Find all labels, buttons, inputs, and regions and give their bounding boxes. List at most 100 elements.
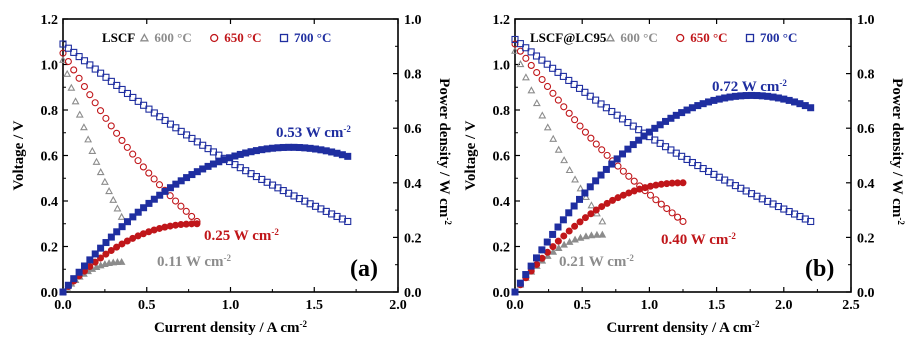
x-axis-label-superscript: -2	[300, 319, 308, 329]
x-tick-label: 0.0	[506, 298, 524, 313]
series-650C	[59, 49, 201, 296]
x-tick-label: 0.0	[54, 298, 72, 313]
data-point-triangle	[109, 195, 118, 203]
data-point-square	[166, 120, 175, 128]
data-point-circle	[188, 212, 196, 220]
power-point-square	[107, 233, 115, 241]
data-point-circle	[511, 40, 519, 48]
power-point-square	[113, 228, 121, 236]
data-point-square	[344, 217, 352, 226]
y-tick-label: 0.4	[493, 195, 511, 210]
power-point-triangle	[560, 240, 568, 248]
data-point-circle	[630, 177, 638, 185]
power-point-circle	[113, 243, 121, 251]
y2-tick-label: 1.0	[404, 13, 422, 28]
data-point-square	[511, 35, 519, 44]
data-point-square	[70, 48, 78, 56]
power-point-square	[150, 195, 158, 203]
data-point-square	[80, 57, 89, 65]
peak-power-annotation-superscript: -2	[271, 227, 279, 237]
power-point-circle	[97, 254, 105, 262]
data-point-square	[527, 48, 535, 56]
y2-axis-label-superscript: -2	[443, 217, 453, 225]
peak-power-annotation: 0.21 W cm-2	[559, 253, 634, 270]
data-point-square	[570, 80, 578, 88]
data-point-square	[592, 96, 600, 104]
y-tick-label: 0.6	[41, 150, 59, 165]
data-point-triangle	[100, 177, 109, 185]
data-point-circle	[96, 107, 105, 115]
power-point-triangle	[593, 230, 601, 238]
peak-power-annotation-text: 0.25 W cm	[204, 228, 272, 244]
peak-power-annotation: 0.40 W cm-2	[661, 231, 736, 248]
data-point-triangle	[582, 192, 590, 201]
legend-entry: 650 °C	[224, 30, 261, 45]
peak-power-annotation-superscript: -2	[224, 253, 232, 263]
power-point-triangle	[571, 235, 579, 243]
y2-tick-label: 0.0	[404, 286, 422, 301]
power-point-circle	[592, 206, 600, 214]
data-point-triangle	[105, 186, 113, 195]
data-point-triangle	[571, 175, 579, 183]
data-point-square	[549, 64, 557, 72]
power-point-circle	[102, 250, 110, 258]
power-point-square	[549, 230, 557, 238]
data-point-triangle	[96, 168, 105, 176]
power-point-circle	[565, 227, 573, 235]
legend-entry: 650 °C	[690, 30, 727, 45]
panel-label: (b)	[805, 256, 834, 282]
panel-label: (a)	[350, 256, 378, 282]
peak-power-annotation-text: 0.11 W cm	[157, 254, 224, 270]
peak-power-annotation-text: 0.21 W cm	[559, 254, 627, 270]
power-point-square	[559, 216, 567, 224]
power-point-square	[91, 250, 99, 258]
series-650C	[511, 40, 687, 296]
legend-entry: 600 °C	[620, 30, 657, 45]
data-point-circle	[75, 74, 83, 82]
peak-power-annotation-superscript: -2	[626, 253, 634, 263]
power-point-square	[602, 165, 610, 173]
power-point-square	[629, 141, 637, 149]
power-point-square	[80, 262, 88, 270]
data-point-square	[161, 116, 169, 125]
data-point-circle	[123, 143, 131, 151]
series-700C	[59, 40, 352, 296]
data-point-triangle	[521, 73, 530, 81]
legend-entry: 600 °C	[154, 30, 191, 45]
data-point-triangle	[538, 111, 547, 119]
y2-tick-label: 0.0	[857, 286, 875, 301]
data-point-square	[156, 113, 164, 121]
power-point-square	[75, 268, 83, 276]
x-tick-label: 1.0	[641, 298, 659, 313]
data-point-circle	[657, 200, 665, 208]
power-point-circle	[587, 210, 595, 218]
peak-power-annotation-text: 0.40 W cm	[661, 232, 729, 248]
power-point-square	[166, 184, 174, 192]
data-point-circle	[150, 175, 158, 183]
y2-axis-label-text: Power density / W cm	[436, 78, 452, 218]
data-point-triangle	[605, 33, 616, 42]
data-point-square	[618, 115, 627, 123]
data-point-square	[86, 61, 94, 69]
data-point-triangle	[511, 46, 519, 54]
power-point-square	[522, 271, 530, 279]
data-point-square	[129, 93, 137, 101]
power-point-square	[59, 288, 67, 296]
series-700C	[511, 35, 815, 296]
power-point-circle	[554, 237, 562, 245]
data-point-square	[602, 104, 610, 112]
x-tick-label: 0.5	[138, 298, 156, 313]
data-point-triangle	[543, 123, 552, 131]
y2-tick-label: 0.8	[404, 68, 422, 83]
data-point-circle	[86, 91, 94, 99]
peak-power-annotation: 0.53 W cm-2	[276, 124, 351, 141]
data-point-square	[172, 124, 180, 132]
data-point-circle	[59, 49, 67, 57]
data-point-square	[613, 111, 621, 119]
power-point-triangle	[598, 230, 607, 238]
y2-tick-label: 0.6	[857, 122, 875, 137]
x-tick-label: 1.5	[708, 298, 726, 313]
y2-axis-label: Power density / W cm-2	[436, 78, 453, 225]
power-point-square	[511, 288, 519, 296]
x-tick-label: 2.5	[842, 298, 860, 313]
